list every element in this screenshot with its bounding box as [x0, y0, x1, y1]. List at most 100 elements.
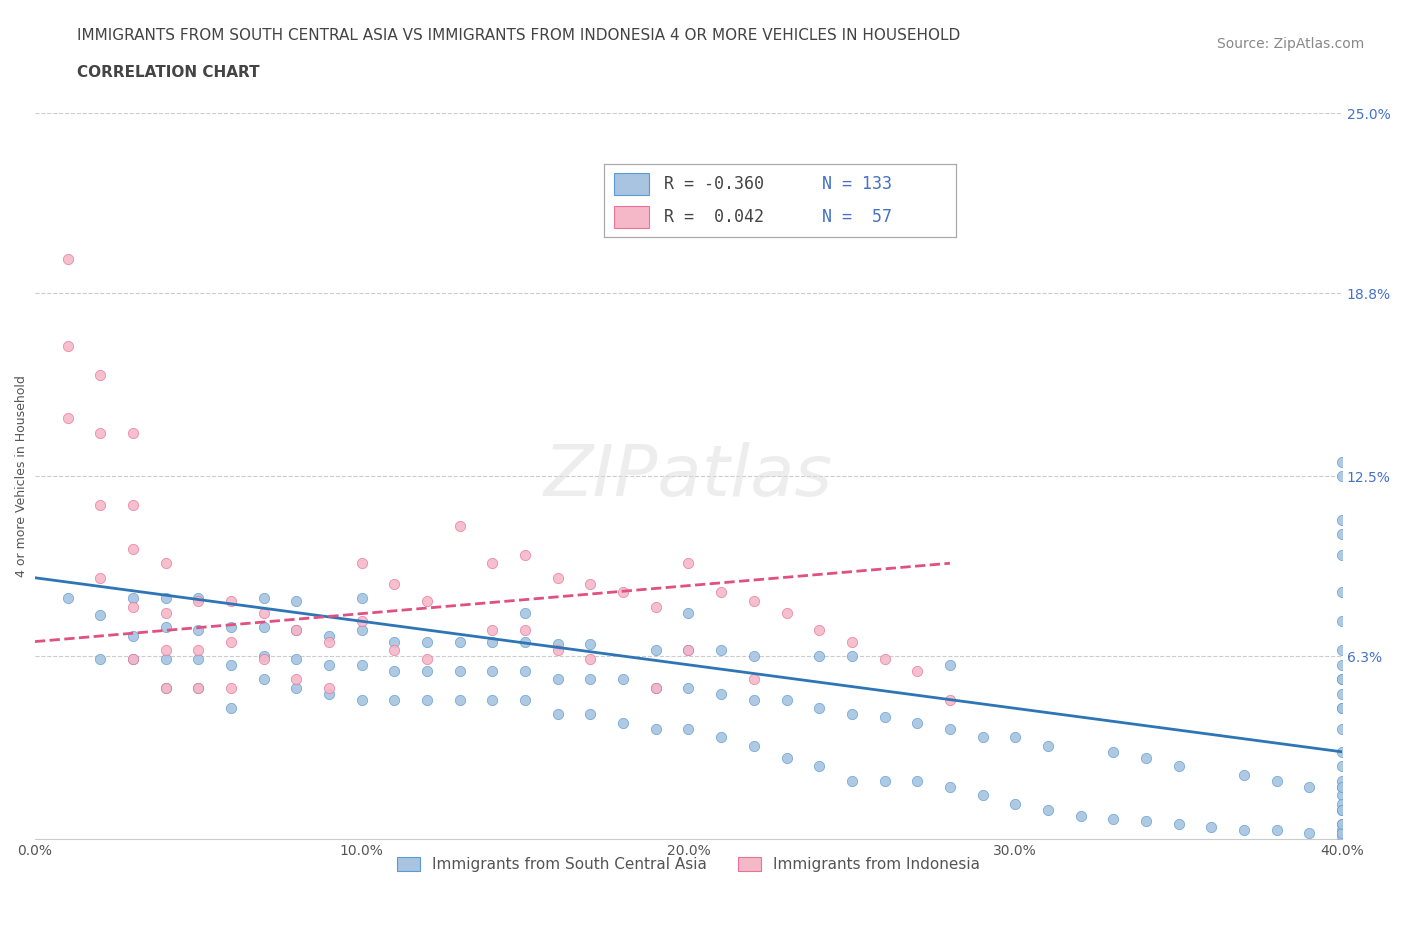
Point [1233, 823, 1256, 838]
Point [253, 648, 276, 663]
Point [775, 692, 797, 707]
Point [1330, 788, 1353, 803]
Point [1330, 774, 1353, 789]
Point [155, 681, 177, 696]
Point [481, 692, 503, 707]
Point [742, 593, 765, 608]
Point [219, 658, 242, 672]
Point [905, 663, 928, 678]
Point [350, 614, 373, 629]
Point [89, 498, 111, 512]
Point [808, 701, 831, 716]
Point [742, 671, 765, 686]
Point [253, 591, 276, 605]
Point [122, 599, 145, 614]
Point [155, 591, 177, 605]
Point [1330, 779, 1353, 794]
Point [1330, 829, 1353, 844]
Point [547, 643, 569, 658]
Point [1330, 512, 1353, 527]
Point [89, 425, 111, 440]
Point [285, 622, 308, 637]
Point [1330, 721, 1353, 736]
Point [644, 681, 666, 696]
Point [285, 652, 308, 667]
Point [253, 652, 276, 667]
Point [56, 339, 79, 353]
Point [873, 774, 896, 789]
Point [1330, 469, 1353, 484]
Point [579, 707, 602, 722]
Text: Source: ZipAtlas.com: Source: ZipAtlas.com [1216, 37, 1364, 51]
Point [873, 652, 896, 667]
Point [219, 634, 242, 649]
Point [742, 738, 765, 753]
Point [1201, 820, 1223, 835]
Point [285, 593, 308, 608]
Point [253, 619, 276, 634]
Point [1330, 526, 1353, 541]
Point [481, 556, 503, 571]
Point [841, 707, 863, 722]
Point [350, 692, 373, 707]
Point [384, 663, 406, 678]
Point [416, 634, 439, 649]
Point [416, 593, 439, 608]
Point [873, 710, 896, 724]
Point [513, 663, 536, 678]
Point [449, 692, 471, 707]
Point [1330, 671, 1353, 686]
Point [513, 622, 536, 637]
Point [579, 652, 602, 667]
Point [1265, 774, 1288, 789]
Point [808, 759, 831, 774]
Point [808, 648, 831, 663]
Point [1298, 779, 1320, 794]
Point [742, 692, 765, 707]
Point [285, 622, 308, 637]
Point [905, 774, 928, 789]
Point [678, 721, 700, 736]
Point [285, 671, 308, 686]
Point [513, 605, 536, 620]
Text: ZIPatlas: ZIPatlas [544, 442, 832, 511]
Point [350, 591, 373, 605]
Point [318, 658, 340, 672]
Point [122, 652, 145, 667]
Point [122, 591, 145, 605]
Point [350, 658, 373, 672]
Point [1330, 817, 1353, 831]
Point [350, 556, 373, 571]
Point [905, 715, 928, 730]
Point [644, 681, 666, 696]
Point [1330, 658, 1353, 672]
Point [513, 692, 536, 707]
Point [219, 681, 242, 696]
Point [155, 652, 177, 667]
Point [1330, 797, 1353, 812]
Point [219, 593, 242, 608]
Point [1265, 823, 1288, 838]
Point [579, 576, 602, 591]
Point [547, 671, 569, 686]
Point [678, 643, 700, 658]
Point [285, 681, 308, 696]
Point [122, 541, 145, 556]
Point [710, 643, 733, 658]
Point [56, 251, 79, 266]
Point [187, 622, 209, 637]
Point [1135, 814, 1157, 829]
Point [939, 779, 962, 794]
Point [318, 634, 340, 649]
Point [678, 681, 700, 696]
Point [710, 686, 733, 701]
Point [1330, 803, 1353, 817]
Point [1004, 797, 1026, 812]
Point [122, 425, 145, 440]
Point [644, 643, 666, 658]
Point [612, 671, 634, 686]
Point [56, 411, 79, 426]
Point [384, 576, 406, 591]
Point [481, 663, 503, 678]
Point [187, 591, 209, 605]
